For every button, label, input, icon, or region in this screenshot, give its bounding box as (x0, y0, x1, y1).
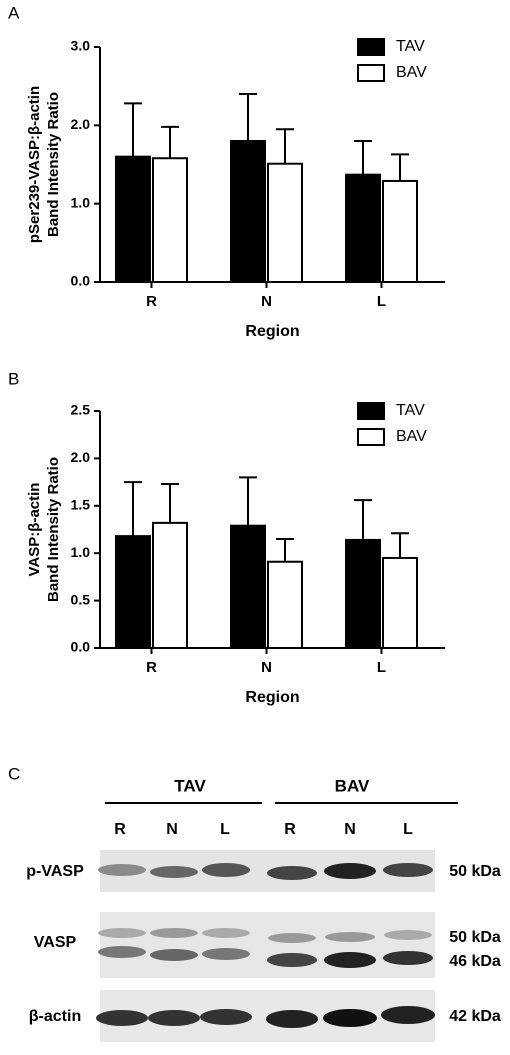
size-label: 42 kDa (449, 1008, 501, 1025)
x-axis-title: Region (245, 323, 299, 340)
bar (345, 538, 381, 649)
y-tick-label: 1.0 (71, 544, 91, 560)
x-tick-label: R (146, 293, 157, 310)
legend-label: TAV (396, 38, 425, 55)
legend-label: BAV (396, 64, 427, 81)
x-tick-label: R (146, 659, 157, 676)
x-tick-label: L (377, 659, 386, 676)
western-blot: TAV BAV R N L R N L p-VASP VASP β-actin … (26, 776, 501, 1042)
lane-label: N (166, 821, 178, 838)
legend-label: BAV (396, 428, 427, 445)
y-tick-label: 0.0 (71, 273, 91, 289)
legend-swatch (357, 428, 385, 446)
lane-label: N (344, 821, 356, 838)
panel-label: B (8, 369, 19, 388)
x-tick-label: N (261, 659, 272, 676)
bar (382, 556, 418, 649)
size-label: 50 kDa (449, 929, 501, 946)
bar (382, 179, 418, 283)
legend-swatch (357, 38, 385, 56)
lane-label: L (403, 821, 413, 838)
y-axis-title-line: VASP:β-actin (26, 483, 43, 577)
bar (267, 560, 303, 649)
y-axis-title-line: Band Intensity Ratio (45, 92, 62, 237)
y-tick-label: 0.5 (71, 591, 91, 607)
y-tick-label: 2.0 (71, 449, 91, 465)
bar (152, 157, 188, 284)
y-tick-label: 2.0 (71, 116, 91, 132)
x-tick-label: N (261, 293, 272, 310)
lane-label: R (284, 821, 296, 838)
lane-label: R (114, 821, 126, 838)
y-tick-label: 1.0 (71, 194, 91, 210)
size-label: 50 kDa (449, 863, 501, 880)
bar (345, 173, 381, 283)
y-axis-title-line: pSer239-VASP:β-actin (26, 86, 43, 243)
row-label: p-VASP (26, 863, 84, 880)
legend-swatch (357, 64, 385, 82)
y-axis-title: VASP:β-actin Band Intensity Ratio (26, 457, 62, 602)
y-tick-label: 3.0 (71, 38, 91, 54)
bar (152, 521, 188, 650)
bar (230, 140, 266, 283)
group-label: BAV (335, 776, 370, 795)
y-axis-title-line: Band Intensity Ratio (45, 457, 62, 602)
row-label: β-actin (29, 1008, 81, 1025)
group-label: TAV (174, 776, 206, 795)
bar (230, 524, 266, 650)
x-tick-label: L (377, 293, 386, 310)
size-label: 46 kDa (449, 953, 501, 970)
legend-swatch (357, 402, 385, 420)
row-label: VASP (34, 934, 77, 951)
bands (96, 863, 435, 1028)
x-axis-title: Region (245, 689, 299, 706)
bar (115, 155, 151, 284)
legend-label: TAV (396, 402, 425, 419)
y-axis-title: pSer239-VASP:β-actin Band Intensity Ratio (26, 86, 62, 243)
lane-label: L (220, 821, 230, 838)
panel-label: C (8, 764, 20, 783)
bar (267, 162, 303, 283)
y-tick-label: 0.0 (71, 639, 91, 655)
y-tick-label: 2.5 (71, 402, 91, 418)
bar (115, 535, 151, 649)
blot-strip (100, 912, 435, 978)
panel-label: A (8, 3, 20, 22)
y-tick-label: 1.5 (71, 497, 91, 513)
